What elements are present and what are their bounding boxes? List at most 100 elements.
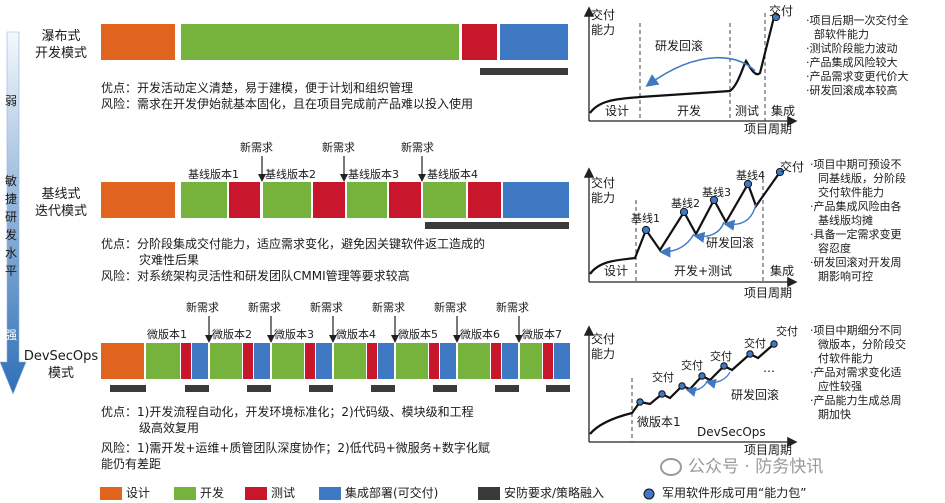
- baseline-version-label: 基线版本1: [188, 168, 239, 181]
- new-req-label: 新需求: [248, 301, 281, 314]
- devsecops-new-req-arrows: [205, 316, 523, 343]
- new-req-label: 新需求: [186, 301, 219, 314]
- baseline-version-label: 基线版本4: [427, 168, 478, 181]
- micro-version-label: 微版本6: [460, 328, 500, 341]
- new-req-label: 新需求: [310, 301, 343, 314]
- devsecops-risk-cont: 能仍有差距: [101, 457, 162, 471]
- chart3-deliver-label: 交付: [744, 337, 766, 350]
- phase-design: [101, 24, 175, 60]
- legend-label: 设计: [126, 486, 151, 500]
- security-bar: [425, 222, 569, 229]
- phase-deploy: [500, 24, 568, 60]
- wechat-icon: [660, 458, 682, 476]
- legend-swatch-design: [100, 487, 122, 500]
- micro-version-label: 微版本7: [522, 328, 562, 341]
- devsecops-pros-cont: 级高效复用: [139, 421, 200, 435]
- security-bar: [110, 385, 146, 392]
- micro-version-label: 微版本3: [274, 328, 314, 341]
- baseline-risk: 风险：对系统架构灵活性和研发团队CMMI管理等要求较高: [101, 269, 410, 283]
- waterfall-capability-chart: [583, 6, 798, 127]
- chart1-y-label: 交付 能力: [591, 8, 616, 37]
- new-req-label: 新需求: [240, 141, 273, 154]
- chart2-point-label: 基线3: [702, 186, 731, 199]
- delivery-dot: [771, 12, 781, 22]
- waterfall-risk: 风险：需求在开发伊始就基本固化，且在项目完成前产品难以投入使用: [101, 97, 474, 111]
- legend-dot-label: 军用软件形成可用“能力包”: [662, 486, 807, 500]
- chart2-point-label: 基线2: [671, 197, 700, 210]
- watermark: 公众号 · 防务快讯: [660, 452, 823, 477]
- chart3-devsecops-label: DevSecOps: [697, 425, 766, 439]
- chart2-y-label: 交付 能力: [591, 176, 616, 205]
- waterfall-mode-title: 瀑布式 开发模式: [34, 29, 87, 61]
- chart2-phase-dev-test: 开发+测试: [674, 264, 733, 278]
- chart2-rollback-label: 研发回滚: [706, 236, 755, 250]
- chart1-rollback-label: 研发回滚: [655, 39, 704, 53]
- waterfall-bullets: ·项目后期一次交付全 部软件能力 ·测试阶段能力波动 ·产品集成风险较大 ·产品需求…: [806, 14, 909, 97]
- chart3-rollback-label: 研发回滚: [731, 388, 780, 402]
- legend-swatch-test: [245, 487, 267, 500]
- phase-design: [101, 182, 175, 218]
- baseline-version-label: 基线版本2: [265, 168, 316, 181]
- chart3-deliver-label: 交付: [681, 359, 703, 372]
- chart1-phase-design: 设计: [605, 104, 630, 118]
- new-req-label: 新需求: [434, 301, 467, 314]
- chart3-deliver-label: 交付: [710, 350, 732, 363]
- phase-develop: [181, 24, 459, 60]
- chart3-y-label: 交付 能力: [591, 332, 616, 361]
- micro-version-label: 微版本1: [147, 328, 187, 341]
- devsecops-risk: 风险：1)需开发+运维+质管团队深度协作；2)低代码+微服务+数字化赋: [101, 441, 490, 455]
- legend-swatch-develop: [174, 487, 196, 500]
- capability-pack-dot-icon: [643, 488, 655, 500]
- new-req-label: 新需求: [322, 141, 355, 154]
- chart1-phase-test: 测试: [735, 104, 760, 118]
- chart2-point-label: 基线4: [736, 169, 765, 182]
- legend-label: 测试: [271, 486, 296, 500]
- devsecops-pros: 优点：1)开发流程自动化，开发环境标准化；2)代码级、模块级和工程: [101, 405, 474, 419]
- phase-test: [462, 24, 497, 60]
- legend-label: 开发: [200, 486, 225, 500]
- devsecops-bullets: ·项目中期细分不同 微版本，分阶段交 付软件能力 ·产品对需求变化适 应性较强 ·产品…: [810, 324, 906, 421]
- new-req-label: 新需求: [401, 141, 434, 154]
- chart1-deliver-label: 交付: [769, 4, 794, 18]
- chart1-phase-develop: 开发: [677, 104, 702, 118]
- chart2-deliver-label: 交付: [780, 160, 805, 174]
- chart2-phase-design: 设计: [604, 264, 629, 278]
- rollback-arrow: [645, 56, 756, 87]
- phase-design: [101, 343, 144, 379]
- legend-swatch-deploy: [319, 487, 341, 500]
- axis-weak-label: 弱: [5, 94, 18, 108]
- chart3-x-label: 项目周期: [744, 443, 793, 457]
- new-req-label: 新需求: [372, 301, 405, 314]
- chart2-point-label: 基线1: [631, 212, 660, 225]
- micro-version-label: 微版本4: [336, 328, 376, 341]
- chart2-x-label: 项目周期: [744, 286, 793, 300]
- new-req-label: 新需求: [496, 301, 529, 314]
- baseline-mode-title: 基线式 迭代模式: [34, 187, 87, 219]
- security-bar: [480, 68, 568, 75]
- baseline-pros-cont: 灾难性后果: [139, 253, 200, 267]
- chart2-phase-integrate: 集成: [770, 264, 795, 278]
- baseline-bullets: ·项目中期可预设不 同基线版，分阶段 交付软件能力 ·产品集成风险由各 基线版均摊 ·…: [810, 158, 906, 283]
- agile-level-arrow: [0, 31, 27, 395]
- chart3-deliver-label: 交付: [776, 325, 798, 338]
- baseline-version-label: 基线版本3: [348, 168, 399, 181]
- legend-swatch-security: [478, 487, 500, 500]
- legend-label: 安防要求/策略融入: [504, 486, 605, 500]
- new-req-arrows: [258, 156, 426, 182]
- chart3-deliver-label: 交付: [652, 371, 674, 384]
- baseline-capability-chart: [583, 167, 798, 288]
- chart3-micro-version-label: 微版本1: [637, 415, 681, 429]
- micro-version-label: 微版本5: [398, 328, 438, 341]
- micro-version-label: 微版本2: [212, 328, 252, 341]
- chart1-phase-integrate: 集成: [771, 104, 796, 118]
- axis-strong-label: 强: [5, 328, 18, 342]
- baseline-pros: 优点：分阶段集成交付能力，适应需求变化，避免因关键软件返工造成的: [101, 237, 486, 251]
- axis-mid-label: 敏捷研 发水平: [5, 174, 18, 278]
- capability-curve: [589, 16, 776, 114]
- waterfall-pros: 优点：开发活动定义清楚，易于建模，便于计划和组织管理: [101, 81, 414, 95]
- phase-deploy: [503, 182, 569, 218]
- chart1-x-label: 项目周期: [744, 122, 793, 136]
- devsecops-capability-chart: [583, 325, 798, 448]
- devsecops-mode-title: DevSecOps 模式: [23, 349, 99, 381]
- legend-label: 集成部署(可交付): [345, 486, 439, 500]
